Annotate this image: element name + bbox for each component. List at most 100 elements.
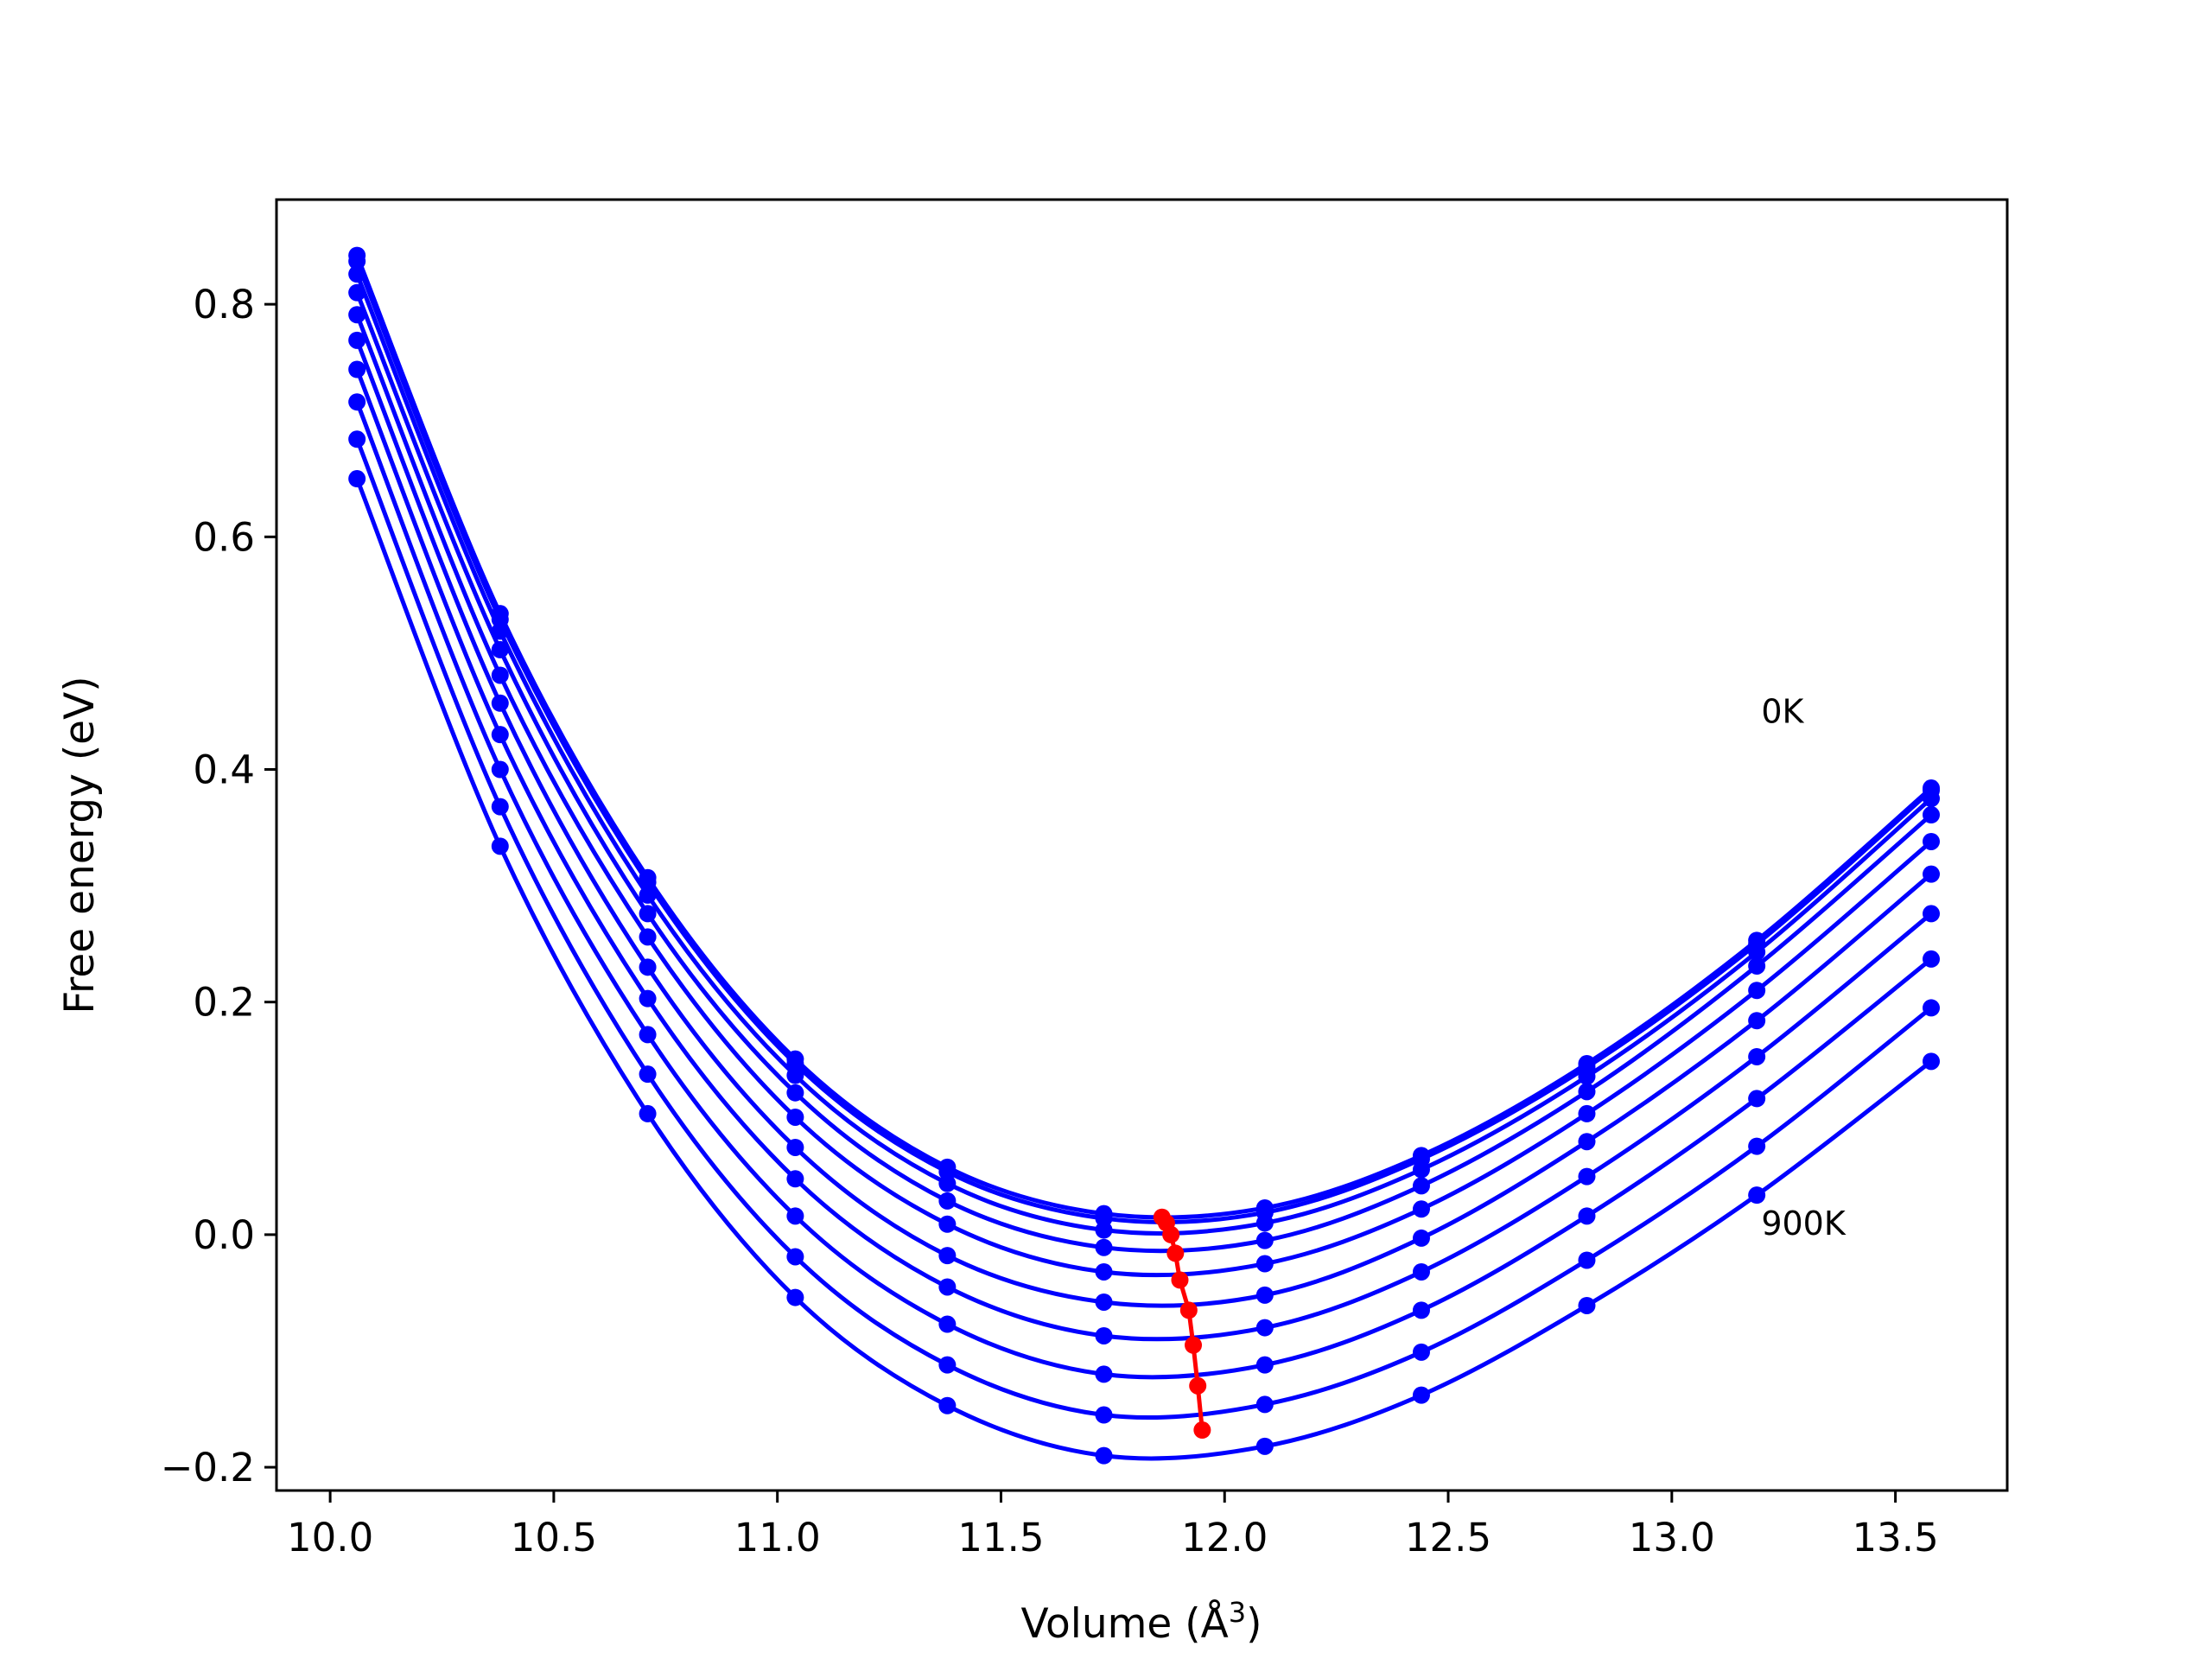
series-4-point-3 <box>786 1108 804 1126</box>
series-6-point-3 <box>786 1170 804 1188</box>
series-9-point-2 <box>639 1104 657 1122</box>
series-4-point-4 <box>938 1215 957 1233</box>
series-4-point-8 <box>1578 1104 1596 1122</box>
series-layer <box>348 246 1941 1465</box>
series-8-point-1 <box>491 798 509 816</box>
series-3-point-10 <box>1923 806 1941 824</box>
minimum-point-8 <box>1193 1421 1211 1440</box>
series-3-point-3 <box>786 1084 804 1102</box>
series-9-point-3 <box>786 1288 804 1306</box>
minimum-point-6 <box>1185 1336 1203 1354</box>
minimum-point-3 <box>1166 1244 1185 1262</box>
series-5-point-6 <box>1255 1286 1274 1304</box>
series-line-2 <box>354 273 1933 1236</box>
series-3-point-1 <box>491 640 509 658</box>
series-3-point-4 <box>938 1192 957 1210</box>
series-5-point-8 <box>1578 1133 1596 1151</box>
series-7-point-2 <box>639 1026 657 1044</box>
series-8-point-3 <box>786 1248 804 1266</box>
series-line-4 <box>354 314 1933 1278</box>
series-5-point-9 <box>1748 1012 1766 1030</box>
series-line-9 <box>354 478 1933 1461</box>
y-tick-label-5: 0.8 <box>193 282 255 327</box>
series-7-point-6 <box>1255 1356 1274 1374</box>
series-9-point-4 <box>938 1396 957 1414</box>
series-7-point-9 <box>1748 1090 1766 1108</box>
series-4-point-7 <box>1412 1200 1430 1218</box>
series-line-8 <box>354 438 1933 1421</box>
series-7-point-4 <box>938 1315 957 1333</box>
x-axis-ticks: 10.0 10.5 11.0 11.5 12.0 12.5 13.0 13.5 <box>287 1491 1939 1560</box>
series-5-point-1 <box>491 694 509 712</box>
y-tick-label-3: 0.4 <box>193 747 255 793</box>
series-7-point-7 <box>1412 1301 1430 1319</box>
series-6-point-8 <box>1578 1167 1596 1185</box>
annotations: 0K 900K <box>1761 693 1847 1243</box>
series-6-point-4 <box>938 1278 957 1296</box>
series-5-point-7 <box>1412 1229 1430 1247</box>
series-7-point-10 <box>1923 950 1941 968</box>
series-3-point-6 <box>1255 1231 1274 1249</box>
series-6-point-9 <box>1748 1047 1766 1065</box>
series-7-point-3 <box>786 1207 804 1225</box>
series-5-point-0 <box>348 331 366 349</box>
series-line-7 <box>354 401 1933 1380</box>
series-3-point-8 <box>1578 1083 1596 1101</box>
y-tick-label-1: 0.0 <box>193 1212 255 1258</box>
series-8-point-0 <box>348 430 366 448</box>
x-tick-label-5: 12.5 <box>1405 1515 1491 1560</box>
minimum-curve-layer <box>1153 1208 1211 1440</box>
y-tick-label-2: 0.2 <box>193 980 255 1026</box>
y-axis-label: Free energy (eV) <box>56 676 104 1014</box>
series-9-point-0 <box>348 470 366 488</box>
series-6-point-6 <box>1255 1319 1274 1337</box>
plot-frame <box>275 198 2009 1492</box>
series-2-point-7 <box>1412 1160 1430 1179</box>
series-9-point-10 <box>1923 1052 1941 1071</box>
series-3-point-9 <box>1748 957 1766 975</box>
series-6-point-1 <box>491 726 509 744</box>
series-3-point-2 <box>639 905 657 923</box>
series-9-point-8 <box>1578 1296 1596 1314</box>
series-9-point-9 <box>1748 1186 1766 1205</box>
series-7-point-8 <box>1578 1207 1596 1225</box>
series-6-point-7 <box>1412 1262 1430 1281</box>
series-4-point-0 <box>348 306 366 324</box>
series-7-point-0 <box>348 393 366 411</box>
series-line-5 <box>354 339 1933 1308</box>
annotation-0: 0K <box>1761 693 1804 731</box>
series-line-3 <box>354 291 1933 1254</box>
series-8-point-2 <box>639 1065 657 1084</box>
x-tick-label-4: 12.0 <box>1181 1515 1268 1560</box>
x-tick-label-6: 13.0 <box>1629 1515 1715 1560</box>
series-5-point-5 <box>1095 1293 1113 1311</box>
y-tick-label-0: −0.2 <box>161 1445 255 1491</box>
x-axis-label: Volume (Å3) <box>1021 1596 1262 1648</box>
series-3-point-5 <box>1095 1238 1113 1256</box>
series-4-point-10 <box>1923 832 1941 850</box>
series-2-point-3 <box>786 1066 804 1084</box>
series-2-point-9 <box>1748 943 1766 961</box>
series-line-6 <box>354 368 1933 1342</box>
minimum-point-7 <box>1189 1376 1207 1395</box>
series-5-point-4 <box>938 1247 957 1265</box>
series-5-point-3 <box>786 1138 804 1156</box>
series-8-point-10 <box>1923 999 1941 1017</box>
series-8-point-9 <box>1748 1137 1766 1155</box>
series-1-point-0 <box>348 252 366 270</box>
series-2-point-2 <box>639 886 657 904</box>
series-2-point-6 <box>1255 1214 1274 1232</box>
series-9-point-6 <box>1255 1437 1274 1455</box>
x-tick-label-7: 13.5 <box>1853 1515 1939 1560</box>
series-4-point-2 <box>639 928 657 946</box>
series-9-point-5 <box>1095 1446 1113 1465</box>
minimum-point-5 <box>1179 1301 1198 1319</box>
y-axis-ticks: −0.2 0.0 0.2 0.4 0.6 0.8 <box>161 282 276 1491</box>
series-2-point-10 <box>1923 790 1941 808</box>
series-8-point-5 <box>1095 1406 1113 1424</box>
series-4-point-5 <box>1095 1262 1113 1281</box>
series-8-point-4 <box>938 1356 957 1374</box>
minimum-point-2 <box>1162 1225 1180 1243</box>
annotation-1: 900K <box>1761 1205 1847 1243</box>
series-5-point-10 <box>1923 865 1941 883</box>
